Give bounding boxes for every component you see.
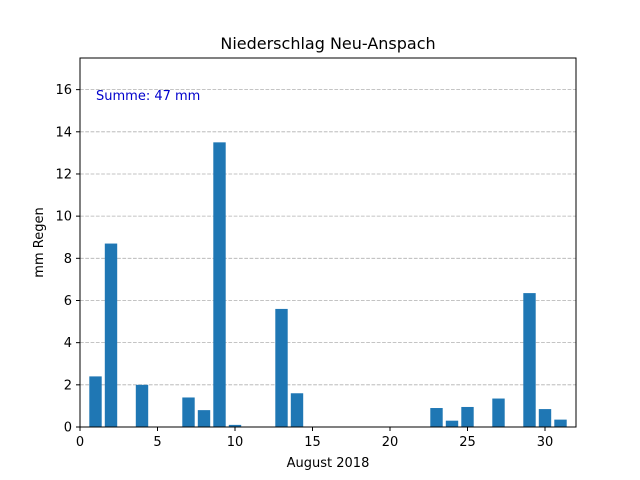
y-tick-label: 12 (55, 167, 72, 182)
bar (290, 393, 304, 427)
bar (89, 376, 102, 427)
bar (445, 420, 459, 427)
x-axis-ticks: 0 5 10 15 20 25 30 (76, 427, 553, 450)
plot-frame (79, 57, 577, 428)
bar (104, 243, 118, 427)
bar (135, 384, 149, 427)
x-tick-label: 10 (227, 435, 244, 450)
y-tick-label: 6 (64, 294, 72, 309)
grid-lines (80, 89, 576, 386)
bar (197, 410, 211, 427)
x-tick-label: 20 (382, 435, 399, 450)
bars (89, 142, 567, 428)
bar (554, 419, 567, 427)
x-tick-label: 30 (537, 435, 554, 450)
bar (228, 424, 242, 427)
bar (213, 142, 226, 428)
y-axis-label: mm Regen (32, 207, 47, 277)
sum-annotation: Summe: 47 mm (96, 89, 200, 104)
bar (430, 408, 443, 427)
y-tick-label: 16 (55, 83, 72, 98)
x-tick-label: 15 (304, 435, 321, 450)
bar (538, 409, 552, 427)
y-tick-label: 14 (55, 125, 72, 140)
x-tick-label: 0 (76, 435, 84, 450)
y-tick-label: 2 (64, 378, 72, 393)
bar (523, 293, 536, 427)
bar (461, 406, 474, 427)
x-tick-label: 25 (459, 435, 476, 450)
y-axis-ticks: 0 2 4 6 8 10 12 14 16 (55, 83, 80, 436)
bar (182, 397, 195, 427)
x-axis-label: August 2018 (287, 456, 370, 471)
x-tick-label: 5 (153, 435, 161, 450)
chart-title: Niederschlag Neu-Anspach (220, 34, 435, 53)
y-tick-label: 10 (55, 210, 72, 225)
bar (492, 398, 505, 427)
y-tick-label: 8 (64, 252, 72, 267)
y-tick-label: 0 (64, 421, 72, 436)
y-tick-label: 4 (64, 336, 72, 351)
bar (275, 308, 288, 427)
